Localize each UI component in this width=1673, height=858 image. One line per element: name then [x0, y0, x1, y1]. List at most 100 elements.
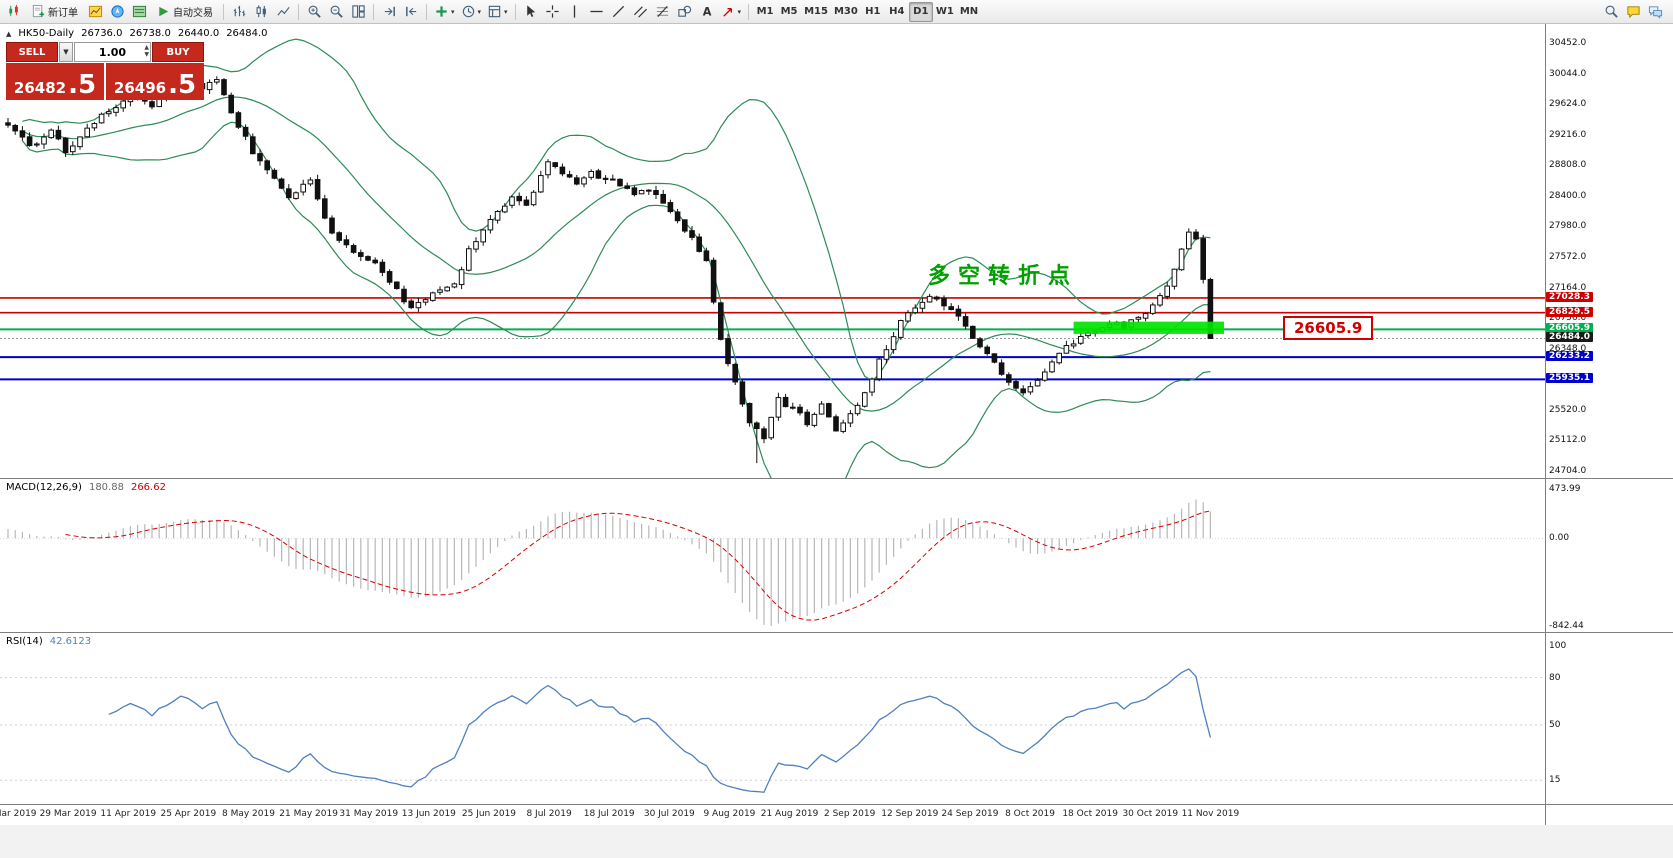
rsi-line — [108, 668, 1212, 793]
chart-candles-button[interactable] — [3, 2, 25, 22]
date-axis-label: 8 Jul 2019 — [526, 809, 572, 819]
timeframe-W1[interactable]: W1 — [933, 2, 957, 22]
ohlc-low: 26440.0 — [177, 28, 220, 39]
date-axis-label: 21 Aug 2019 — [760, 809, 819, 819]
axis-label: 80 — [1549, 672, 1561, 683]
autotrade-button[interactable]: 自动交易 — [150, 2, 219, 22]
buy-button[interactable]: BUY — [152, 42, 204, 62]
fibonacci-button[interactable] — [652, 2, 674, 22]
axis-label: 0.00 — [1549, 533, 1570, 544]
crosshair-icon — [545, 4, 560, 19]
autotrade-icon — [156, 4, 171, 19]
timeframe-M1[interactable]: M1 — [753, 2, 777, 22]
vertical-line-button[interactable] — [564, 2, 586, 22]
tile-windows-button[interactable] — [347, 2, 369, 22]
rsi-chart-surface[interactable]: RSI(14) 42.6123 — [0, 633, 1545, 804]
timeframe-D1[interactable]: D1 — [908, 1, 933, 22]
macd-axis[interactable]: 473.99 0.00 -842.44 — [1545, 479, 1673, 632]
text-button[interactable]: A — [696, 2, 718, 22]
bollinger-upper-band — [22, 38, 1211, 382]
timeframe-label: M15 — [804, 6, 828, 17]
line-chart-icon — [276, 4, 291, 19]
bar-chart-button[interactable] — [228, 2, 250, 22]
price-callout-label[interactable]: 26605.9 — [1283, 316, 1374, 340]
date-axis-label: 13 Jun 2019 — [401, 809, 456, 819]
timeframe-label: M1 — [756, 6, 774, 17]
templates-button[interactable]: ▾ — [484, 2, 511, 22]
macd-histogram — [7, 499, 1212, 626]
date-axis-label: 21 May 2019 — [279, 809, 338, 819]
candlestick-chart[interactable] — [0, 24, 1545, 478]
macd-chart[interactable] — [0, 479, 1545, 632]
button-label: 新订单 — [48, 8, 78, 19]
rsi-value: 42.6123 — [49, 636, 92, 647]
chart-symbol-title: HK50-Daily — [18, 28, 75, 39]
volume-stepper[interactable]: ▲ ▼ — [144, 44, 149, 58]
timeframe-H1[interactable]: H1 — [861, 2, 885, 22]
zoom-out-button[interactable] — [325, 2, 347, 22]
community-button[interactable] — [1644, 2, 1666, 22]
sell-button[interactable]: SELL — [6, 42, 58, 62]
auto-scroll-button[interactable] — [378, 2, 400, 22]
timeframe-M15[interactable]: M15 — [801, 2, 831, 22]
crosshair-button[interactable] — [542, 2, 564, 22]
chart-shift-button[interactable] — [400, 2, 422, 22]
chat-button[interactable] — [1622, 2, 1644, 22]
channel-button[interactable] — [630, 2, 652, 22]
search-button[interactable] — [1600, 2, 1622, 22]
sell-price-panel[interactable]: 26482 .5 — [6, 63, 104, 100]
chart-ohlc-header: ▲ HK50-Daily 26736.0 26738.0 26440.0 264… — [6, 28, 268, 39]
price-tag-label: 25935.1 — [1546, 373, 1593, 384]
zoom-in-icon — [307, 4, 322, 19]
axis-label: 50 — [1549, 720, 1561, 730]
buy-price-panel[interactable]: 26496 .5 — [106, 63, 204, 100]
date-axis-label: 11 Nov 2019 — [1181, 809, 1240, 819]
trendline-button[interactable] — [608, 2, 630, 22]
line-chart-button[interactable] — [272, 2, 294, 22]
arrow-tools-button[interactable]: ▾ — [718, 2, 745, 22]
axis-label: -842.44 — [1549, 621, 1584, 631]
rsi-name: RSI(14) — [6, 636, 43, 647]
timeframe-MN[interactable]: MN — [957, 2, 981, 22]
toolbar-separator — [748, 3, 750, 20]
order-type-dropdown[interactable]: ▼ — [59, 42, 73, 62]
horizontal-line-button[interactable] — [586, 2, 608, 22]
zoom-in-button[interactable] — [303, 2, 325, 22]
timeframe-H4[interactable]: H4 — [885, 2, 909, 22]
price-tag-label: 26233.2 — [1546, 351, 1593, 362]
macd-value-main: 180.88 — [88, 482, 124, 493]
market-watch-button[interactable] — [84, 2, 106, 22]
price-chart-surface[interactable]: ▲ HK50-Daily 26736.0 26738.0 26440.0 264… — [0, 24, 1545, 478]
macd-panel: MACD(12,26,9) 180.88 266.62 473.99 0.00 -8… — [0, 478, 1673, 632]
shapes-button[interactable] — [674, 2, 696, 22]
axis-label: 30452.0 — [1549, 38, 1587, 48]
price-axis[interactable]: 30452.0 30044.0 29624.0 29216.0 28808.0 28400… — [1545, 24, 1673, 478]
timeframe-M30[interactable]: M30 — [831, 2, 861, 22]
price-tag-label: 26829.5 — [1546, 306, 1593, 317]
toolbar-separator — [426, 3, 427, 20]
cursor-button[interactable] — [520, 2, 542, 22]
candlestick-series — [5, 72, 1214, 464]
toolbar-separator — [373, 3, 374, 20]
rsi-axis[interactable]: 100 80 50 15 — [1545, 633, 1673, 804]
price-tag-label: 26484.0 — [1546, 332, 1593, 343]
date-axis-label: 29 Mar 2019 — [39, 809, 97, 819]
date-axis-corner — [1545, 805, 1673, 825]
volume-input[interactable]: 1.00 ▲ ▼ — [74, 42, 151, 62]
terminal-button[interactable] — [128, 2, 150, 22]
macd-chart-surface[interactable]: MACD(12,26,9) 180.88 266.62 — [0, 479, 1545, 632]
navigator-button[interactable] — [106, 2, 128, 22]
cursor-icon — [523, 4, 538, 19]
sell-price-pip: .5 — [68, 70, 97, 100]
indicators-button[interactable]: ▾ — [431, 2, 458, 22]
date-axis-label: 9 Aug 2019 — [703, 809, 756, 819]
axis-label: 473.99 — [1549, 484, 1581, 494]
timeframe-M5[interactable]: M5 — [777, 2, 801, 22]
periods-button[interactable]: ▾ — [458, 2, 485, 22]
candle-chart-button[interactable] — [250, 2, 272, 22]
buy-price-pip: .5 — [168, 70, 197, 100]
chart-annotation-text[interactable]: 多空转折点 — [928, 264, 1079, 289]
new-order-button[interactable]: 新订单 — [25, 2, 84, 22]
rsi-chart[interactable] — [0, 633, 1545, 804]
